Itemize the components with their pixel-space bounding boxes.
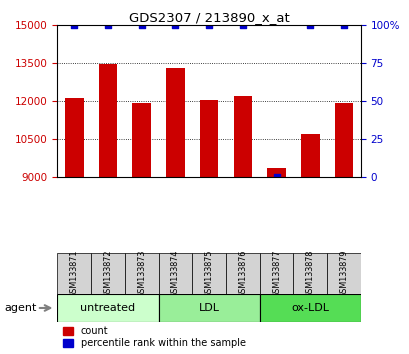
Bar: [192, 253, 225, 294]
Text: LDL: LDL: [198, 303, 219, 313]
Bar: [293, 253, 326, 294]
Bar: [158, 294, 259, 322]
Text: ox-LDL: ox-LDL: [290, 303, 328, 313]
Text: GSM133876: GSM133876: [238, 249, 247, 298]
Point: [138, 22, 145, 28]
Text: GSM133878: GSM133878: [305, 249, 314, 298]
Text: GSM133875: GSM133875: [204, 249, 213, 298]
Point: [71, 22, 77, 28]
Bar: [132, 103, 151, 177]
Bar: [199, 99, 218, 177]
Bar: [57, 294, 158, 322]
Bar: [259, 253, 293, 294]
Bar: [166, 68, 184, 177]
Text: GSM133872: GSM133872: [103, 249, 112, 298]
Bar: [65, 98, 83, 177]
Point: [205, 22, 212, 28]
Bar: [225, 253, 259, 294]
Bar: [99, 64, 117, 177]
Text: GSM133879: GSM133879: [339, 249, 348, 298]
Text: untreated: untreated: [80, 303, 135, 313]
Text: GSM133873: GSM133873: [137, 249, 146, 298]
Text: GSM133877: GSM133877: [271, 249, 280, 298]
Text: agent: agent: [4, 303, 36, 313]
Point: [272, 174, 279, 180]
Point: [239, 22, 245, 28]
Bar: [233, 96, 252, 177]
Point: [104, 22, 111, 28]
Text: GSM133874: GSM133874: [171, 249, 180, 298]
Bar: [124, 253, 158, 294]
Bar: [91, 253, 124, 294]
Bar: [326, 253, 360, 294]
Bar: [334, 103, 353, 177]
Bar: [267, 168, 285, 177]
Bar: [259, 294, 360, 322]
Bar: [57, 253, 91, 294]
Title: GDS2307 / 213890_x_at: GDS2307 / 213890_x_at: [128, 11, 289, 24]
Text: GSM133871: GSM133871: [70, 249, 79, 298]
Bar: [158, 253, 192, 294]
Point: [172, 22, 178, 28]
Point: [340, 22, 346, 28]
Bar: [300, 134, 319, 177]
Legend: count, percentile rank within the sample: count, percentile rank within the sample: [62, 325, 246, 349]
Point: [306, 22, 313, 28]
